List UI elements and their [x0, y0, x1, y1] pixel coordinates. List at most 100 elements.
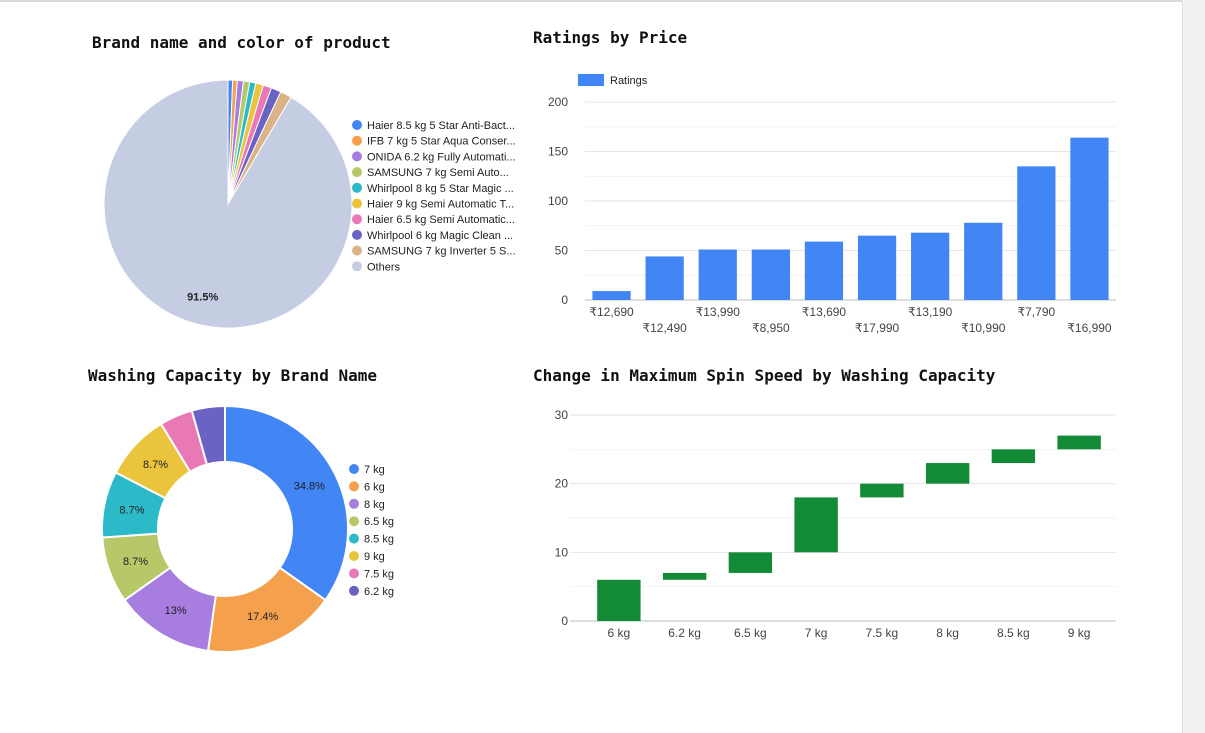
slice-label-8-5-kg: 8.7%: [119, 505, 144, 517]
x-tick-label-7-5-kg: 7.5 kg: [866, 626, 899, 640]
scrollbar-track[interactable]: [1182, 0, 1205, 733]
legend-marker-samsung-7-kg-inverter-5-s[interactable]: [352, 245, 362, 256]
legend-label-6-kg[interactable]: 6 kg: [364, 481, 385, 493]
waterfall-bar-7-5-kg[interactable]: [860, 483, 904, 498]
x-tick-label-7: ₹10,990: [961, 321, 1006, 335]
x-tick-label-3: ₹8,950: [752, 321, 790, 335]
legend-marker-9-kg[interactable]: [349, 551, 359, 561]
y-tick-label-10: 10: [555, 545, 569, 559]
top-border: [0, 0, 1183, 2]
bar-6[interactable]: [911, 232, 950, 300]
pie-slice-others[interactable]: [103, 79, 353, 329]
legend-label-haier-9-kg-semi-automatic-t[interactable]: Haier 9 kg Semi Automatic T...: [367, 199, 514, 211]
slice-label-6-5-kg: 8.7%: [123, 556, 148, 568]
waterfall-bar-8-kg[interactable]: [925, 463, 970, 484]
legend-marker-8-kg[interactable]: [349, 498, 359, 509]
legend-label-others[interactable]: Others: [367, 261, 401, 273]
x-tick-label-0: ₹12,690: [589, 305, 634, 319]
legend-marker-6-2-kg[interactable]: [349, 585, 359, 596]
bar-4[interactable]: [804, 241, 844, 300]
waterfall-bar-8-5-kg[interactable]: [991, 449, 1036, 464]
legend-label-9-kg[interactable]: 9 kg: [364, 551, 385, 563]
legend-marker-onida-6-2-kg-fully-automati[interactable]: [352, 151, 362, 162]
y-tick-label-150: 150: [548, 145, 568, 159]
y-tick-label-30: 30: [555, 408, 569, 422]
x-tick-label-8-5-kg: 8.5 kg: [997, 626, 1030, 640]
pie-slice-6-2-kg[interactable]: [190, 404, 226, 466]
y-tick-label-20: 20: [555, 477, 569, 491]
legend-label-7-5-kg[interactable]: 7.5 kg: [364, 568, 394, 580]
x-tick-label-6-5-kg: 6.5 kg: [734, 626, 767, 640]
waterfall-bar-6-kg[interactable]: [597, 579, 641, 621]
bar-7[interactable]: [964, 222, 1003, 300]
legend-label-ratings[interactable]: Ratings: [610, 75, 648, 87]
legend-marker-8-5-kg[interactable]: [349, 533, 359, 544]
x-tick-label-8: ₹7,790: [1018, 305, 1056, 319]
x-tick-label-4: ₹13,690: [802, 305, 847, 319]
legend-label-samsung-7-kg-semi-auto[interactable]: SAMSUNG 7 kg Semi Auto...: [367, 167, 509, 179]
bar-2[interactable]: [698, 249, 737, 300]
chart-title-spin: Change in Maximum Spin Speed by Washing …: [533, 366, 996, 385]
slice-label-9-kg: 8.7%: [143, 459, 168, 471]
legend-label-haier-8-5-kg-5-star-anti-bact[interactable]: Haier 8.5 kg 5 Star Anti-Bact...: [367, 120, 515, 132]
chart-title-ratings: Ratings by Price: [533, 28, 688, 47]
legend-label-7-kg[interactable]: 7 kg: [364, 464, 385, 476]
legend-label-8-kg[interactable]: 8 kg: [364, 499, 385, 511]
legend-label-haier-6-5-kg-semi-automatic[interactable]: Haier 6.5 kg Semi Automatic...: [367, 214, 515, 226]
legend-marker-haier-9-kg-semi-automatic-t[interactable]: [352, 198, 362, 209]
pie-slice-7-kg[interactable]: [224, 404, 349, 602]
legend-marker-whirlpool-8-kg-5-star-magic[interactable]: [352, 182, 362, 193]
legend-label-onida-6-2-kg-fully-automati[interactable]: ONIDA 6.2 kg Fully Automati...: [367, 151, 516, 163]
waterfall-bar-6-2-kg[interactable]: [662, 572, 707, 580]
waterfall-bar-7-kg[interactable]: [794, 497, 838, 553]
chart-title-capacity: Washing Capacity by Brand Name: [88, 366, 377, 385]
x-tick-label-5: ₹17,990: [855, 321, 900, 335]
y-tick-label-100: 100: [548, 194, 568, 208]
chart-title-brand: Brand name and color of product: [92, 33, 391, 52]
legend-marker-6-kg[interactable]: [349, 481, 359, 492]
donut-chart-capacity: 34.8% 17.4% 13% 8.7% 8.7% 8.7% 7 kg 6 kg 8 kg 6.5…: [101, 404, 394, 653]
x-tick-label-6-2-kg: 6.2 kg: [668, 626, 701, 640]
x-tick-label-9-kg: 9 kg: [1068, 626, 1091, 640]
legend-label-6-2-kg[interactable]: 6.2 kg: [364, 586, 394, 598]
legend-label-whirlpool-8-kg-5-star-magic[interactable]: Whirlpool 8 kg 5 Star Magic ...: [367, 183, 514, 195]
legend-label-ifb-7-kg-5-star-aqua-conser[interactable]: IFB 7 kg 5 Star Aqua Conser...: [367, 136, 516, 148]
legend-label-whirlpool-6-kg-magic-clean[interactable]: Whirlpool 6 kg Magic Clean ...: [367, 230, 513, 242]
pie-chart-brand: 91.5% Haier 8.5 kg 5 Star Anti-Bact... IFB…: [103, 79, 516, 329]
legend-marker-6-5-kg[interactable]: [349, 516, 359, 527]
bar-chart-ratings: 0 50 100 150 200 ₹12,690 ₹12,490 ₹13,990 ₹8,950 ₹…: [548, 74, 1116, 335]
legend-marker-haier-8-5-kg-5-star-anti-bact[interactable]: [352, 120, 362, 130]
x-tick-label-9: ₹16,990: [1067, 321, 1112, 335]
y-tick-label-0: 0: [561, 614, 568, 628]
bar-1[interactable]: [645, 256, 684, 300]
legend-label-6-5-kg[interactable]: 6.5 kg: [364, 516, 394, 528]
legend-marker-7-5-kg[interactable]: [349, 568, 359, 579]
x-tick-label-6: ₹13,190: [908, 305, 953, 319]
legend-marker-ifb-7-kg-5-star-aqua-conser[interactable]: [352, 135, 362, 146]
waterfall-bar-9-kg[interactable]: [1057, 435, 1101, 450]
slice-label-6-kg: 17.4%: [247, 611, 278, 623]
bar-5[interactable]: [857, 235, 897, 300]
slice-label-7-kg: 34.8%: [294, 480, 325, 492]
legend-marker-haier-6-5-kg-semi-automatic[interactable]: [352, 214, 362, 225]
legend-marker-ratings[interactable]: [578, 74, 604, 86]
bar-3[interactable]: [751, 249, 790, 300]
y-tick-label-200: 200: [548, 95, 568, 109]
waterfall-chart-spin: 0 10 20 30 6 kg 6.2 kg 6.5 kg 7 kg 7.5 kg 8 kg 8.5…: [555, 408, 1116, 640]
legend-marker-whirlpool-6-kg-magic-clean[interactable]: [352, 229, 362, 240]
legend-label-samsung-7-kg-inverter-5-s[interactable]: SAMSUNG 7 kg Inverter 5 S...: [367, 246, 516, 258]
legend-label-8-5-kg[interactable]: 8.5 kg: [364, 534, 394, 546]
legend-marker-7-kg[interactable]: [349, 464, 359, 474]
bar-8[interactable]: [1017, 166, 1056, 300]
legend-marker-samsung-7-kg-semi-auto[interactable]: [352, 167, 362, 178]
x-tick-label-7-kg: 7 kg: [805, 626, 828, 640]
bar-0[interactable]: [592, 291, 631, 300]
x-tick-label-2: ₹13,990: [696, 305, 741, 319]
x-tick-label-1: ₹12,490: [642, 321, 687, 335]
legend-marker-others[interactable]: [352, 261, 362, 272]
x-tick-label-8-kg: 8 kg: [936, 626, 959, 640]
y-tick-label-50: 50: [555, 244, 569, 258]
y-tick-label-0: 0: [561, 293, 568, 307]
bar-9[interactable]: [1070, 137, 1109, 300]
waterfall-bar-6-5-kg[interactable]: [728, 552, 773, 573]
